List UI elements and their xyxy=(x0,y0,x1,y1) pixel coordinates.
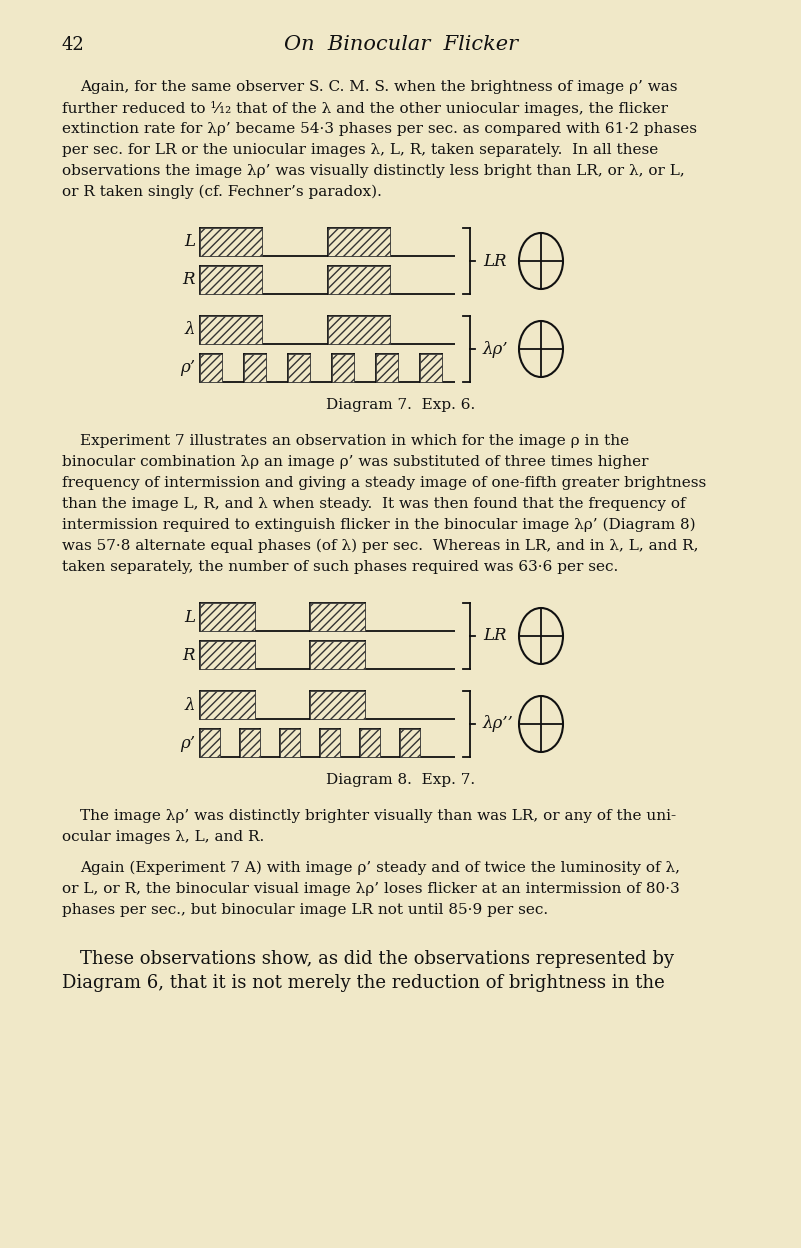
Text: λρ’: λρ’ xyxy=(483,341,509,357)
Bar xyxy=(310,603,365,631)
Text: 42: 42 xyxy=(62,36,85,54)
Bar xyxy=(360,729,380,758)
Text: Again, for the same observer S. C. M. S. when the brightness of image ρ’ was: Again, for the same observer S. C. M. S.… xyxy=(80,80,678,94)
Text: R: R xyxy=(183,646,195,664)
Text: Again (Experiment 7 A) with image ρ’ steady and of twice the luminosity of λ,: Again (Experiment 7 A) with image ρ’ ste… xyxy=(80,861,680,875)
Text: taken separately, the number of such phases required was 63·6 per sec.: taken separately, the number of such pha… xyxy=(62,560,618,574)
Text: λ: λ xyxy=(184,322,195,338)
Bar xyxy=(244,354,266,382)
Text: LR: LR xyxy=(483,628,506,644)
Text: per sec. for LR or the uniocular images λ, L, R, taken separately.  In all these: per sec. for LR or the uniocular images … xyxy=(62,144,658,157)
Bar xyxy=(376,354,398,382)
Text: On  Binocular  Flicker: On Binocular Flicker xyxy=(284,35,518,55)
Bar xyxy=(200,691,255,719)
Bar xyxy=(280,729,300,758)
Text: intermission required to extinguish flicker in the binocular image λρ’ (Diagram : intermission required to extinguish flic… xyxy=(62,518,695,533)
Text: ρ’: ρ’ xyxy=(180,735,195,751)
Bar xyxy=(288,354,310,382)
Text: L: L xyxy=(184,233,195,251)
Bar xyxy=(200,641,255,669)
Text: Diagram 6, that it is not merely the reduction of brightness in the: Diagram 6, that it is not merely the red… xyxy=(62,973,665,992)
Text: Diagram 7.  Exp. 6.: Diagram 7. Exp. 6. xyxy=(326,398,476,412)
Bar xyxy=(328,266,390,295)
Bar xyxy=(200,354,222,382)
Text: frequency of intermission and giving a steady image of one-fifth greater brightn: frequency of intermission and giving a s… xyxy=(62,475,706,490)
Text: observations the image λρ’ was visually distinctly less bright than LR, or λ, or: observations the image λρ’ was visually … xyxy=(62,163,685,178)
Text: ocular images λ, L, and R.: ocular images λ, L, and R. xyxy=(62,830,264,844)
Bar xyxy=(310,641,365,669)
Bar xyxy=(320,729,340,758)
Bar xyxy=(332,354,354,382)
Text: ρ’: ρ’ xyxy=(180,359,195,377)
Text: These observations show, as did the observations represented by: These observations show, as did the obse… xyxy=(80,950,674,968)
Text: Diagram 8.  Exp. 7.: Diagram 8. Exp. 7. xyxy=(327,773,476,787)
Text: λρ’’: λρ’’ xyxy=(483,715,513,733)
Text: further reduced to ¹⁄₁₂ that of the λ and the other uniocular images, the flicke: further reduced to ¹⁄₁₂ that of the λ an… xyxy=(62,101,668,116)
Text: λ: λ xyxy=(184,696,195,714)
Bar xyxy=(200,316,262,344)
Text: phases per sec., but binocular image LR not until 85·9 per sec.: phases per sec., but binocular image LR … xyxy=(62,904,548,917)
Text: L: L xyxy=(184,609,195,625)
Text: or R taken singly (cf. Fechner’s paradox).: or R taken singly (cf. Fechner’s paradox… xyxy=(62,185,382,200)
Bar xyxy=(200,603,255,631)
Bar xyxy=(200,228,262,256)
Text: binocular combination λρ an image ρ’ was substituted of three times higher: binocular combination λρ an image ρ’ was… xyxy=(62,456,649,469)
Bar xyxy=(420,354,442,382)
Text: extinction rate for λρ’ became 54·3 phases per sec. as compared with 61·2 phases: extinction rate for λρ’ became 54·3 phas… xyxy=(62,122,697,136)
Text: Experiment 7 illustrates an observation in which for the image ρ in the: Experiment 7 illustrates an observation … xyxy=(80,434,629,448)
Text: was 57·8 alternate equal phases (of λ) per sec.  Whereas in LR, and in λ, L, and: was 57·8 alternate equal phases (of λ) p… xyxy=(62,539,698,553)
Bar xyxy=(240,729,260,758)
Text: than the image L, R, and λ when steady.  It was then found that the frequency of: than the image L, R, and λ when steady. … xyxy=(62,497,686,510)
Bar xyxy=(328,316,390,344)
Text: LR: LR xyxy=(483,252,506,270)
Bar xyxy=(328,228,390,256)
Bar xyxy=(200,729,220,758)
Bar xyxy=(200,266,262,295)
Text: The image λρ’ was distinctly brighter visually than was LR, or any of the uni-: The image λρ’ was distinctly brighter vi… xyxy=(80,809,676,822)
Text: or L, or R, the binocular visual image λρ’ loses flicker at an intermission of 8: or L, or R, the binocular visual image λ… xyxy=(62,882,680,896)
Text: R: R xyxy=(183,272,195,288)
Bar xyxy=(400,729,420,758)
Bar xyxy=(310,691,365,719)
